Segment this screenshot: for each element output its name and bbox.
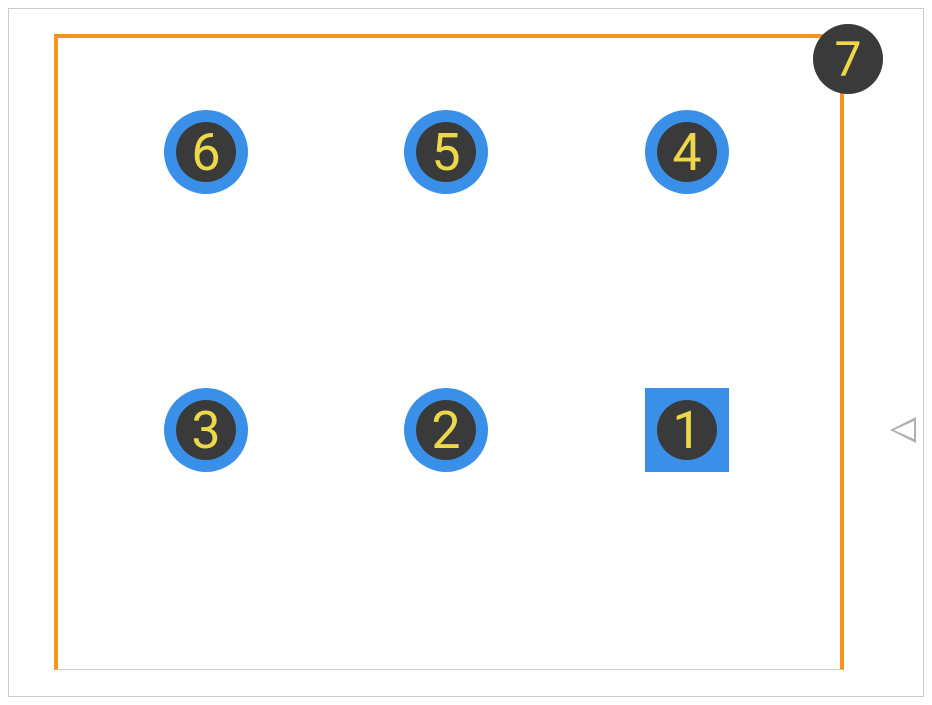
pad-5-hole — [416, 122, 476, 182]
pad-5: 5 — [404, 110, 488, 194]
pad-6-hole — [176, 122, 236, 182]
pad-3: 3 — [164, 388, 248, 472]
pad-6: 6 — [164, 110, 248, 194]
pad-2: 2 — [404, 388, 488, 472]
corner-pad-7: 7 — [813, 24, 883, 94]
pad-1: 1 — [645, 388, 729, 472]
pad-1-hole — [657, 400, 717, 460]
pin1-marker-icon — [890, 417, 916, 443]
pad-4-hole — [657, 122, 717, 182]
pad-3-hole — [176, 400, 236, 460]
pad-2-hole — [416, 400, 476, 460]
corner-pad-7-label: 7 — [835, 31, 862, 88]
pad-4: 4 — [645, 110, 729, 194]
